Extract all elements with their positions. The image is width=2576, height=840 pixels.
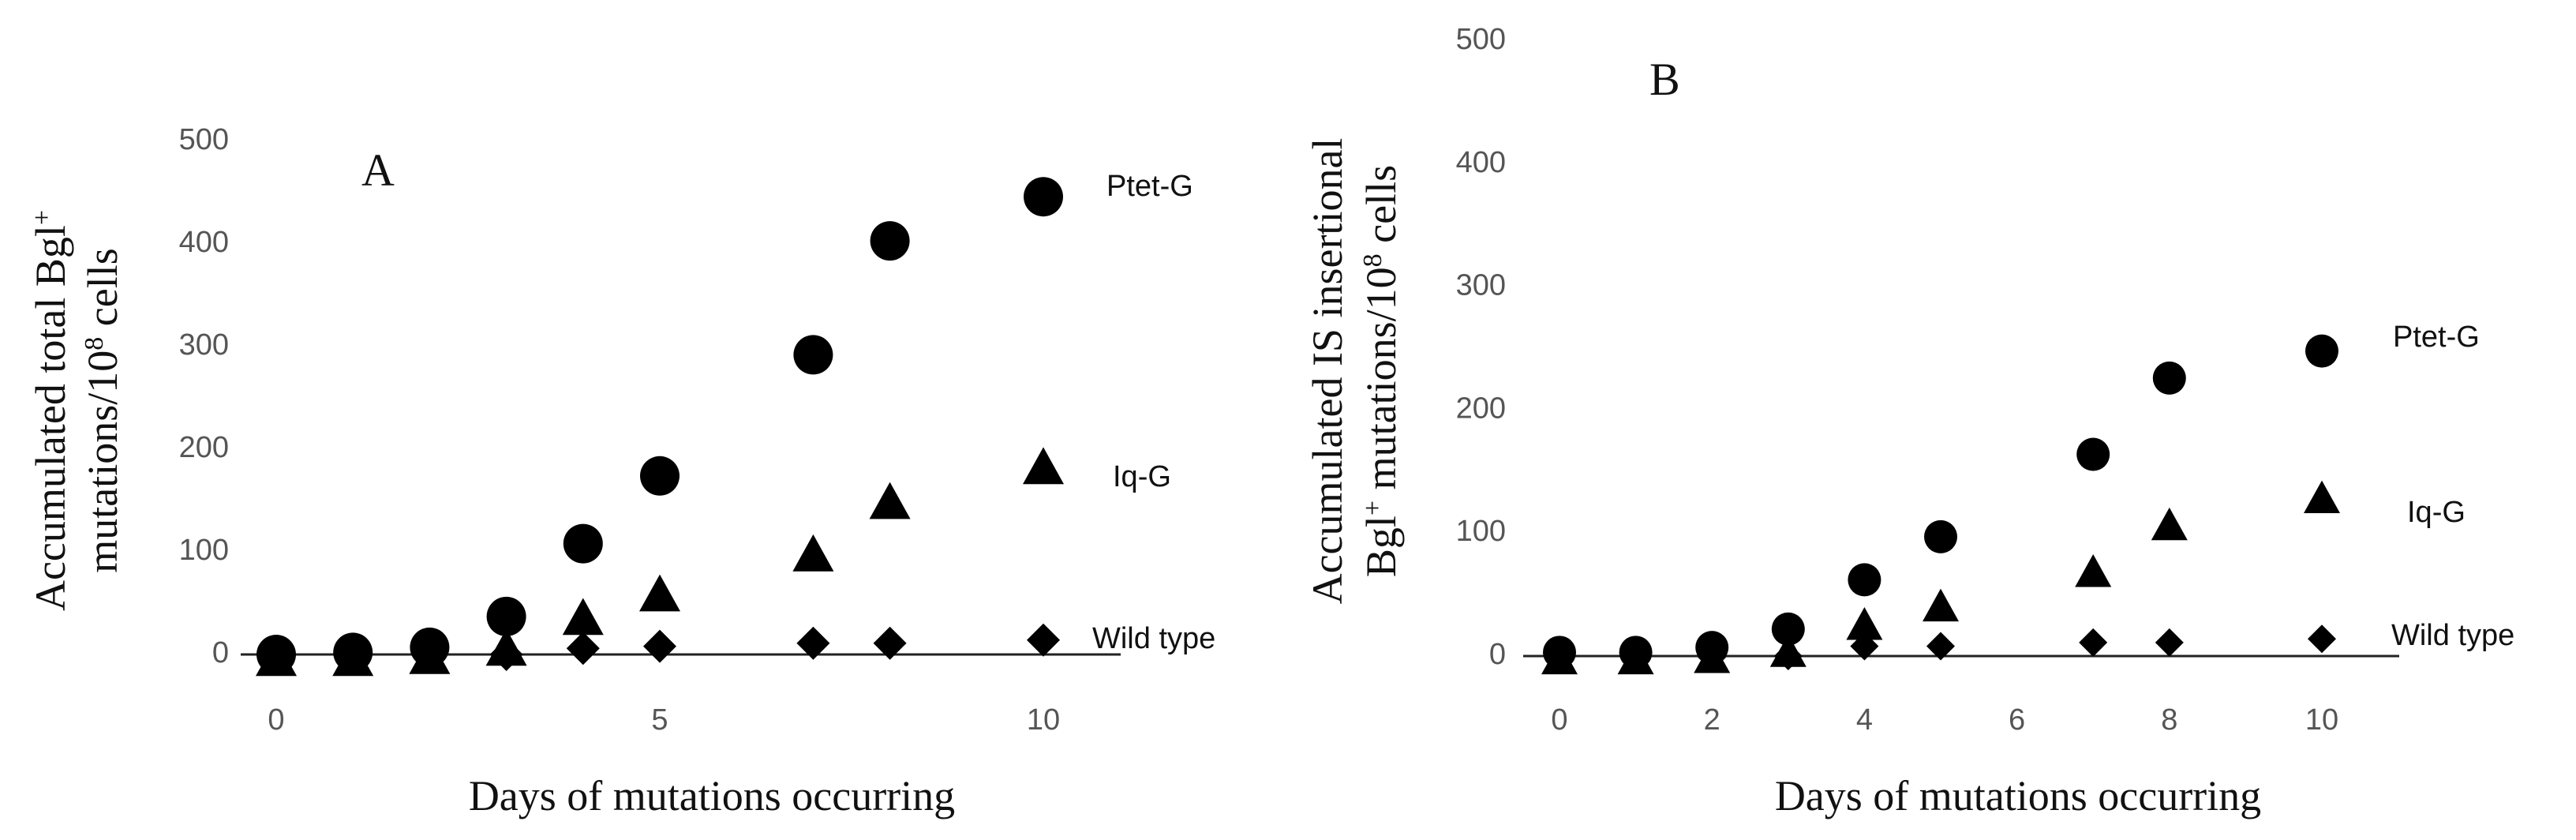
- x-tick-label-b: 0: [1551, 703, 1567, 737]
- data-point-wild-type-b: [1773, 642, 1803, 670]
- x-axis-title-a: Days of mutations occurring: [469, 772, 955, 819]
- x-axis-title-b: Days of mutations occurring: [1775, 772, 2261, 819]
- y-axis-title-line-2: mutations/108 cells: [79, 248, 126, 572]
- data-point-iq-g-b: [2151, 507, 2188, 541]
- data-point-wild-type-a: [489, 638, 523, 671]
- data-point-iq-g-a: [562, 598, 604, 636]
- y-axis-title-line-1-b: Accumulated IS insertional: [1304, 138, 1351, 605]
- data-point-wild-type-b: [2308, 624, 2336, 654]
- y-tick-label-a: 500: [179, 123, 229, 156]
- x-tick-label-a: 0: [268, 703, 284, 737]
- data-point-wild-type-a: [413, 639, 447, 673]
- series-label-ptet-g-a: Ptet-G: [1106, 170, 1193, 203]
- series-label-iq-g-a: Iq-G: [1113, 460, 1171, 493]
- panel-letter-a: A: [361, 144, 395, 196]
- data-point-wild-type-b: [1926, 632, 1955, 661]
- y-axis-title-line-1: Accumulated total Bgl+: [27, 210, 74, 611]
- data-point-iq-g-a: [869, 482, 911, 519]
- y-tick-label-a: 400: [179, 226, 229, 259]
- data-point-wild-type-b: [1850, 632, 1879, 661]
- x-tick-label-b: 2: [1704, 703, 1720, 737]
- y-tick-label-b: 500: [1456, 23, 1506, 56]
- data-point-ptet-g-b: [2152, 361, 2186, 395]
- data-point-iq-g-b: [1846, 607, 1883, 640]
- data-point-wild-type-a: [260, 640, 293, 674]
- x-tick-label-b: 10: [2305, 703, 2338, 737]
- data-point-wild-type-b: [1545, 644, 1574, 673]
- data-point-wild-type-a: [566, 632, 600, 666]
- data-point-ptet-g-b: [2076, 437, 2110, 471]
- data-point-wild-type-b: [1621, 644, 1650, 673]
- y-axis-ticks-b: 0 100 200 300 400 500: [1456, 23, 1506, 671]
- data-point-wild-type-a: [643, 629, 676, 663]
- data-point-wild-type-a: [1027, 623, 1060, 657]
- x-tick-label-b: 8: [2161, 703, 2177, 737]
- data-point-ptet-g-a: [563, 523, 603, 564]
- y-tick-label-a: 300: [179, 328, 229, 362]
- data-points-a: [256, 177, 1064, 677]
- data-point-wild-type-a: [336, 639, 370, 673]
- data-point-iq-g-a: [1023, 447, 1064, 485]
- data-point-iq-g-a: [792, 534, 834, 572]
- data-point-ptet-g-b: [2305, 334, 2338, 368]
- y-axis-ticks-a: 0 100 200 300 400 500: [179, 123, 229, 669]
- panel-letter-b: B: [1649, 54, 1680, 105]
- data-points-b: [1541, 334, 2340, 675]
- x-axis-ticks-a: 0 5 10: [268, 703, 1060, 737]
- y-tick-label-b: 0: [1489, 638, 1506, 671]
- series-label-iq-g-b: Iq-G: [2407, 496, 2466, 529]
- data-point-ptet-g-a: [793, 335, 833, 375]
- y-tick-label-b: 400: [1456, 146, 1506, 179]
- x-tick-label-b: 4: [1856, 703, 1873, 737]
- data-point-ptet-g-b: [1848, 563, 1881, 597]
- data-point-iq-g-a: [639, 574, 680, 612]
- data-point-ptet-g-a: [640, 456, 680, 496]
- series-label-wild-type-a: Wild type: [1092, 622, 1215, 655]
- data-point-ptet-g-b: [1771, 612, 1805, 646]
- chart-panel-b: B Accumulated IS insertional Bgl+ mutati…: [1304, 23, 2514, 819]
- data-point-iq-g-b: [2075, 554, 2112, 587]
- x-axis-ticks-b: 0 2 4 6 8 10: [1551, 703, 2338, 737]
- data-point-wild-type-b: [2079, 628, 2108, 657]
- series-label-ptet-g-b: Ptet-G: [2393, 321, 2480, 354]
- data-point-iq-g-b: [2304, 480, 2340, 513]
- y-tick-label-a: 200: [179, 431, 229, 464]
- data-point-wild-type-b: [1698, 643, 1727, 672]
- data-point-ptet-g-b: [1924, 519, 1957, 553]
- x-tick-label-a: 10: [1027, 703, 1060, 737]
- data-point-ptet-g-a: [1024, 177, 1063, 217]
- data-point-wild-type-a: [873, 626, 907, 660]
- x-tick-label-a: 5: [651, 703, 668, 737]
- series-label-wild-type-b: Wild type: [2391, 619, 2514, 652]
- x-tick-label-b: 6: [2009, 703, 2025, 737]
- data-point-ptet-g-a: [870, 221, 910, 261]
- chart-panel-a: A Accumulated total Bgl+ mutations/108 c…: [27, 123, 1215, 819]
- data-point-ptet-g-a: [486, 596, 526, 636]
- data-point-wild-type-b: [2155, 628, 2184, 657]
- y-tick-label-a: 0: [212, 636, 229, 669]
- y-tick-label-b: 100: [1456, 515, 1506, 548]
- data-point-wild-type-a: [796, 626, 830, 660]
- data-point-iq-g-b: [1923, 588, 1959, 622]
- y-tick-label-b: 300: [1456, 269, 1506, 302]
- y-tick-label-a: 100: [179, 534, 229, 567]
- y-tick-label-b: 200: [1456, 392, 1506, 425]
- y-axis-title-line-2-b: Bgl+ mutations/108 cells: [1357, 165, 1405, 577]
